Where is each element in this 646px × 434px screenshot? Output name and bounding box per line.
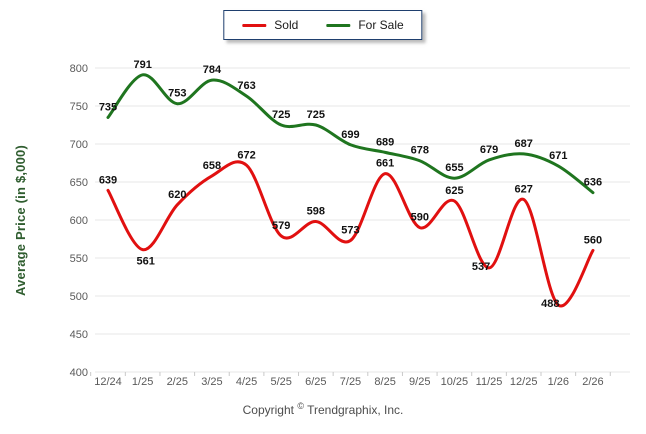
x-tick-label: 11/25 — [476, 376, 503, 388]
data-label: 590 — [411, 212, 429, 224]
y-tick-label: 700 — [70, 139, 88, 151]
data-label: 671 — [549, 150, 567, 162]
copyright-symbol-icon: © — [297, 401, 304, 411]
data-label: 735 — [99, 101, 117, 113]
x-tick-label: 10/25 — [441, 376, 469, 388]
y-axis-title: Average Price (in $,000) — [13, 144, 28, 296]
data-label: 699 — [341, 129, 359, 141]
data-label: 763 — [237, 80, 255, 92]
y-tick-label: 550 — [70, 253, 88, 265]
data-label: 725 — [307, 109, 325, 121]
data-label: 636 — [584, 177, 602, 189]
x-tick-label: 2/25 — [167, 376, 188, 388]
data-label: 560 — [584, 234, 602, 246]
x-tick-label: 3/25 — [201, 376, 222, 388]
x-tick-label: 9/25 — [409, 376, 430, 388]
chart-legend: Sold For Sale — [223, 10, 423, 40]
data-label: 784 — [203, 64, 222, 76]
data-label: 625 — [445, 185, 463, 197]
data-label: 655 — [445, 162, 463, 174]
for-sale-line-swatch-icon — [326, 23, 351, 27]
x-tick-label: 8/25 — [374, 376, 395, 388]
x-tick-label: 4/25 — [236, 376, 257, 388]
data-label: 639 — [99, 174, 117, 186]
copyright-prefix: Copyright — [242, 403, 294, 417]
data-label: 679 — [480, 144, 498, 156]
data-label: 579 — [272, 220, 290, 232]
legend-item-sold: Sold — [242, 18, 298, 32]
x-tick-label: 5/25 — [270, 376, 291, 388]
sold-line-swatch-icon — [242, 23, 267, 27]
data-label: 725 — [272, 109, 290, 121]
data-label: 672 — [237, 149, 255, 161]
data-label: 573 — [341, 225, 359, 237]
data-label: 598 — [307, 206, 325, 218]
y-tick-label: 500 — [70, 291, 88, 303]
series-line-sold — [106, 160, 595, 308]
x-tick-label: 7/25 — [340, 376, 361, 388]
data-label: 620 — [168, 189, 186, 201]
data-label: 561 — [136, 256, 154, 268]
data-label: 689 — [376, 136, 394, 148]
y-tick-label: 450 — [70, 329, 88, 341]
legend-item-for-sale: For Sale — [326, 18, 404, 32]
series-line-for-sale — [106, 73, 595, 195]
x-tick-label: 6/25 — [305, 376, 326, 388]
legend-label-for-sale: For Sale — [358, 18, 404, 32]
data-label: 753 — [168, 88, 186, 100]
data-label: 661 — [376, 158, 394, 170]
y-tick-label: 400 — [70, 367, 88, 379]
copyright-text: Copyright © Trendgraphix, Inc. — [0, 401, 646, 417]
data-label: 658 — [203, 160, 221, 172]
copyright-company: Trendgraphix, Inc. — [307, 403, 404, 417]
y-tick-label: 800 — [70, 63, 88, 75]
x-tick-label: 1/26 — [548, 376, 569, 388]
y-tick-label: 600 — [70, 215, 88, 227]
data-label: 627 — [515, 183, 533, 195]
x-tick-label: 2/26 — [582, 376, 603, 388]
data-label: 678 — [411, 145, 429, 157]
data-label: 791 — [133, 59, 151, 71]
legend-label-sold: Sold — [274, 18, 299, 32]
data-label: 537 — [472, 261, 490, 273]
data-label: 687 — [515, 138, 533, 150]
data-label: 488 — [541, 298, 559, 310]
x-tick-label: 1/25 — [132, 376, 153, 388]
y-tick-label: 750 — [70, 101, 88, 113]
x-tick-label: 12/25 — [510, 376, 538, 388]
x-tick-label: 12/24 — [94, 376, 122, 388]
y-tick-label: 650 — [70, 177, 88, 189]
